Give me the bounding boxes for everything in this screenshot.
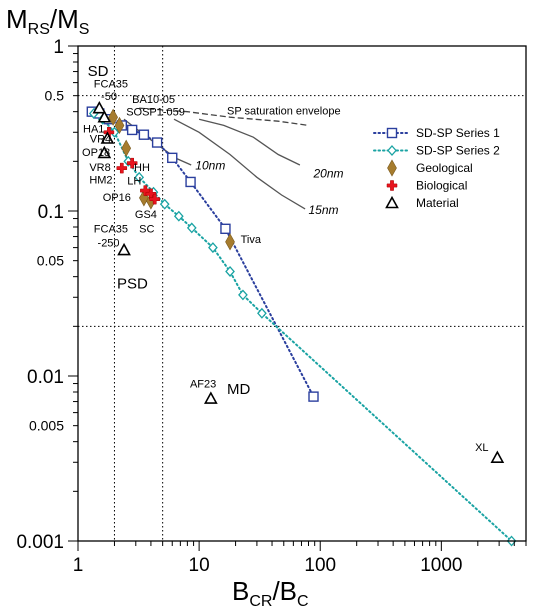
annotation-50-2: -50: [101, 91, 117, 103]
point-sd-sp-series-2-6: [159, 198, 170, 210]
x-tick-label-10: 10: [189, 555, 210, 576]
point-sd-sp-series-2-9: [208, 242, 218, 254]
legend-label-sd-sp-series-2: SD-SP Series 2: [416, 144, 500, 158]
legend-marker-sd-sp-series-1: [386, 127, 398, 139]
legend-label-biological: Biological: [416, 179, 467, 193]
annotation-hm2-10: HM2: [89, 174, 112, 186]
curve-20nm: [198, 118, 301, 166]
annotation-op18-8: OP18: [82, 147, 110, 159]
point-sd-sp-series-1-7: [167, 152, 178, 164]
point-sd-sp-series-2-4: [134, 171, 145, 183]
y-tick-label-0-05: 0.05: [37, 253, 64, 269]
point-geological-1: [114, 116, 125, 135]
point-material-3: [97, 145, 112, 159]
reference-lines: [78, 46, 526, 541]
legend-label-material: Material: [416, 196, 459, 210]
point-biological-1: [116, 162, 128, 174]
plot-frame: [77, 45, 527, 542]
point-material-2: [100, 131, 115, 144]
curve-sp-saturation-envelope: [139, 107, 309, 127]
x-tick-label-1000: 1000: [420, 555, 462, 576]
annotation-af23-23: AF23: [190, 379, 216, 391]
point-sd-sp-series-1-4: [126, 124, 138, 136]
annotation-ha1-6: HA1: [83, 123, 104, 135]
data-points: [86, 101, 517, 547]
annotation-op16-13: OP16: [103, 192, 131, 204]
legend: SD-SP Series 1 SD-SP Series 2 Geological Bi…: [373, 126, 500, 210]
point-biological-2: [126, 157, 138, 169]
annotation-fca35-16: FCA35: [94, 224, 128, 236]
point-material-1: [97, 110, 112, 123]
y-tick-label-1: 1: [53, 37, 64, 58]
axes: 1 10 100 1000 1 0.5 0.1 0.05 0.01 0.005 0.001: [16, 37, 527, 576]
point-sd-sp-series-2-8: [186, 222, 197, 234]
annotation-sosp1-059-4: SOSP1-059: [126, 106, 185, 118]
annotation-tiva-19: Tiva: [241, 234, 262, 246]
curve-15nm: [173, 118, 306, 210]
y-tick-label-0-1: 0.1: [38, 202, 64, 223]
point-sd-sp-series-2-7: [173, 210, 184, 222]
annotation-15nm-22: 15nm: [308, 203, 338, 217]
point-sd-sp-series-1-10: [308, 391, 319, 402]
point-material-4: [117, 242, 131, 256]
annotation-psd-18: PSD: [117, 275, 148, 292]
point-geological-2: [121, 139, 132, 157]
legend-label-sd-sp-series-1: SD-SP Series 1: [416, 126, 500, 140]
point-material-6: [490, 450, 505, 463]
annotation-sp-saturation-envelope-5: SP saturation envelope: [227, 105, 341, 117]
annotation-20nm-21: 20nm: [313, 166, 344, 180]
annotation-sd-0: SD: [88, 63, 109, 80]
annotation-10nm-20: 10nm: [195, 159, 225, 173]
point-sd-sp-series-1-9: [220, 223, 231, 235]
legend-label-geological: Geological: [416, 161, 473, 175]
point-sd-sp-series-1-6: [151, 137, 163, 148]
annotation-fca35-1: FCA35: [94, 79, 128, 91]
annotation-sc-15: SC: [139, 224, 154, 236]
y-tick-label-0-001: 0.001: [16, 532, 64, 553]
y-tick-label-0-01: 0.01: [27, 367, 64, 388]
annotation-vr4-7: VR4: [90, 134, 111, 146]
annotation-ba10-05-3: BA10-05: [132, 94, 175, 106]
legend-marker-biological: [386, 180, 398, 191]
point-biological-5: [149, 193, 160, 205]
point-material-0: [92, 101, 107, 114]
x-tick-label-1: 1: [73, 555, 84, 576]
annotation-vr8-9: VR8: [89, 162, 110, 174]
y-tick-label-0-5: 0.5: [45, 88, 65, 104]
point-sd-sp-series-1-8: [185, 176, 196, 188]
annotation-gs4-14: GS4: [135, 209, 157, 221]
y-axis-title: MRS/MS: [6, 4, 89, 38]
annotation-md-24: MD: [227, 381, 250, 398]
point-geological-5: [225, 233, 235, 251]
x-axis-title: BCR/BC: [232, 576, 309, 610]
point-geological-0: [108, 108, 118, 126]
annotation-lh-11: LH: [127, 175, 141, 187]
series-line-sd-sp-series-2: [92, 112, 513, 542]
legend-marker-geological: [387, 159, 397, 177]
legend-marker-sd-sp-series-2: [387, 145, 397, 156]
annotation-hh-12: HH: [134, 162, 150, 174]
legend-marker-material: [385, 195, 399, 209]
point-sd-sp-series-2-11: [238, 289, 248, 301]
point-material-5: [203, 391, 218, 404]
annotation-xl-25: XL: [475, 442, 488, 454]
x-tick-label-100: 100: [304, 555, 336, 576]
point-sd-sp-series-2-12: [257, 307, 267, 319]
point-sd-sp-series-1-5: [138, 129, 150, 140]
y-tick-label-0-005: 0.005: [29, 418, 64, 434]
point-sd-sp-series-2-10: [225, 265, 235, 277]
annotation-250-17: -250: [98, 237, 120, 249]
